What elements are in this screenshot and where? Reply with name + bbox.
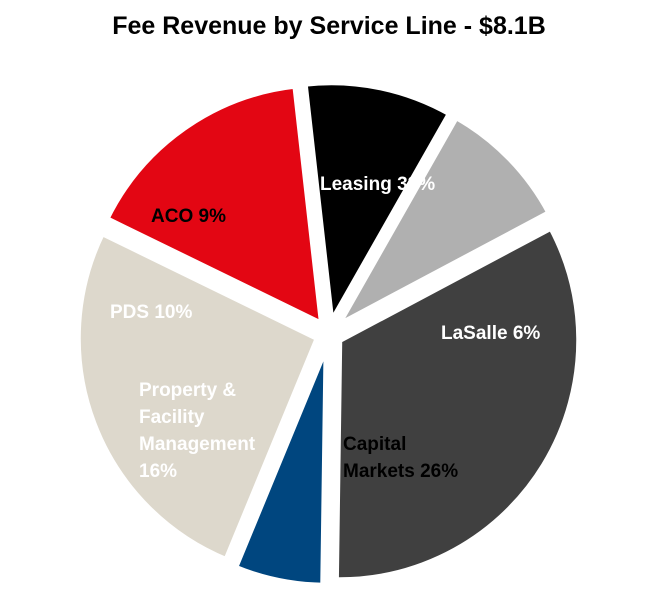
slice-label-line: Capital	[343, 434, 406, 455]
chart-title: Fee Revenue by Service Line - $8.1B	[112, 12, 546, 40]
slice-label-line: 16%	[139, 461, 177, 482]
pie-slice-2	[74, 229, 322, 565]
slice-label-line: PDS 10%	[110, 302, 192, 323]
slice-label-line: ACO 9%	[151, 206, 226, 227]
slice-label-4: PDS 10%	[110, 302, 192, 323]
slice-label-line: Facility	[139, 407, 205, 428]
pie-slice-4	[301, 79, 455, 332]
slice-label-2: Capital Markets 26%	[343, 434, 458, 482]
slice-label-1: LaSalle 6%	[441, 323, 540, 344]
slice-label-3: Property & Facility Management 16%	[139, 380, 256, 482]
slice-label-0: Leasing 33%	[320, 174, 435, 195]
pie-slice-3	[102, 82, 326, 330]
slice-label-line: Markets 26%	[343, 461, 458, 482]
pie-slice-5	[329, 112, 554, 334]
slice-label-line: Management	[139, 434, 256, 455]
pie-slice-0	[332, 223, 583, 584]
slice-label-line: Property &	[139, 380, 236, 401]
pie-slice-1	[231, 344, 330, 589]
slice-label-5: ACO 9%	[151, 206, 226, 227]
slice-label-line: LaSalle 6%	[441, 323, 540, 344]
slice-label-line: Leasing 33%	[320, 174, 435, 195]
